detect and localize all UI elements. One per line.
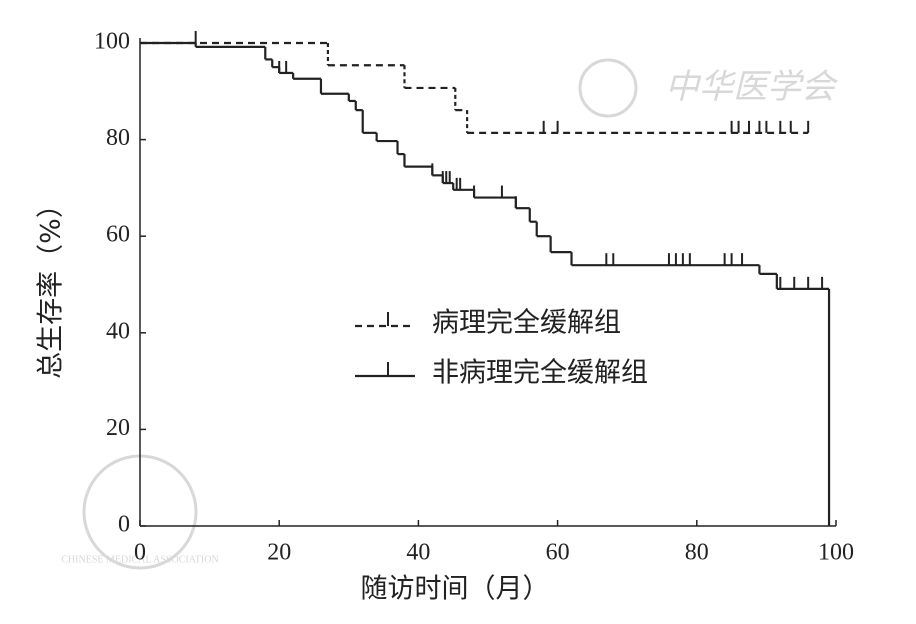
y-tick-label: 80 <box>106 125 130 151</box>
y-tick-label: 100 <box>94 29 130 55</box>
x-tick-label: 60 <box>546 540 570 566</box>
x-tick-label: 0 <box>134 540 146 566</box>
legend-label: 非病理完全缓解组 <box>432 358 648 389</box>
x-tick-label: 40 <box>406 540 430 566</box>
x-tick-label: 100 <box>818 540 854 566</box>
watermark-text: 中华医学会 <box>665 69 839 106</box>
x-tick-label: 20 <box>267 540 291 566</box>
watermark-text: CHINESE MEDICAL ASSOCIATION <box>61 554 218 565</box>
y-tick-label: 60 <box>106 222 130 248</box>
y-tick-label: 40 <box>106 318 130 344</box>
y-tick-label: 20 <box>106 415 130 441</box>
x-tick-label: 80 <box>685 540 709 566</box>
y-tick-label: 0 <box>118 512 130 538</box>
x-axis-label: 随访时间（月） <box>361 574 550 605</box>
y-axis-label: 总生存率（%） <box>36 191 67 379</box>
legend-label: 病理完全缓解组 <box>432 308 621 339</box>
watermark-seal <box>578 58 638 118</box>
